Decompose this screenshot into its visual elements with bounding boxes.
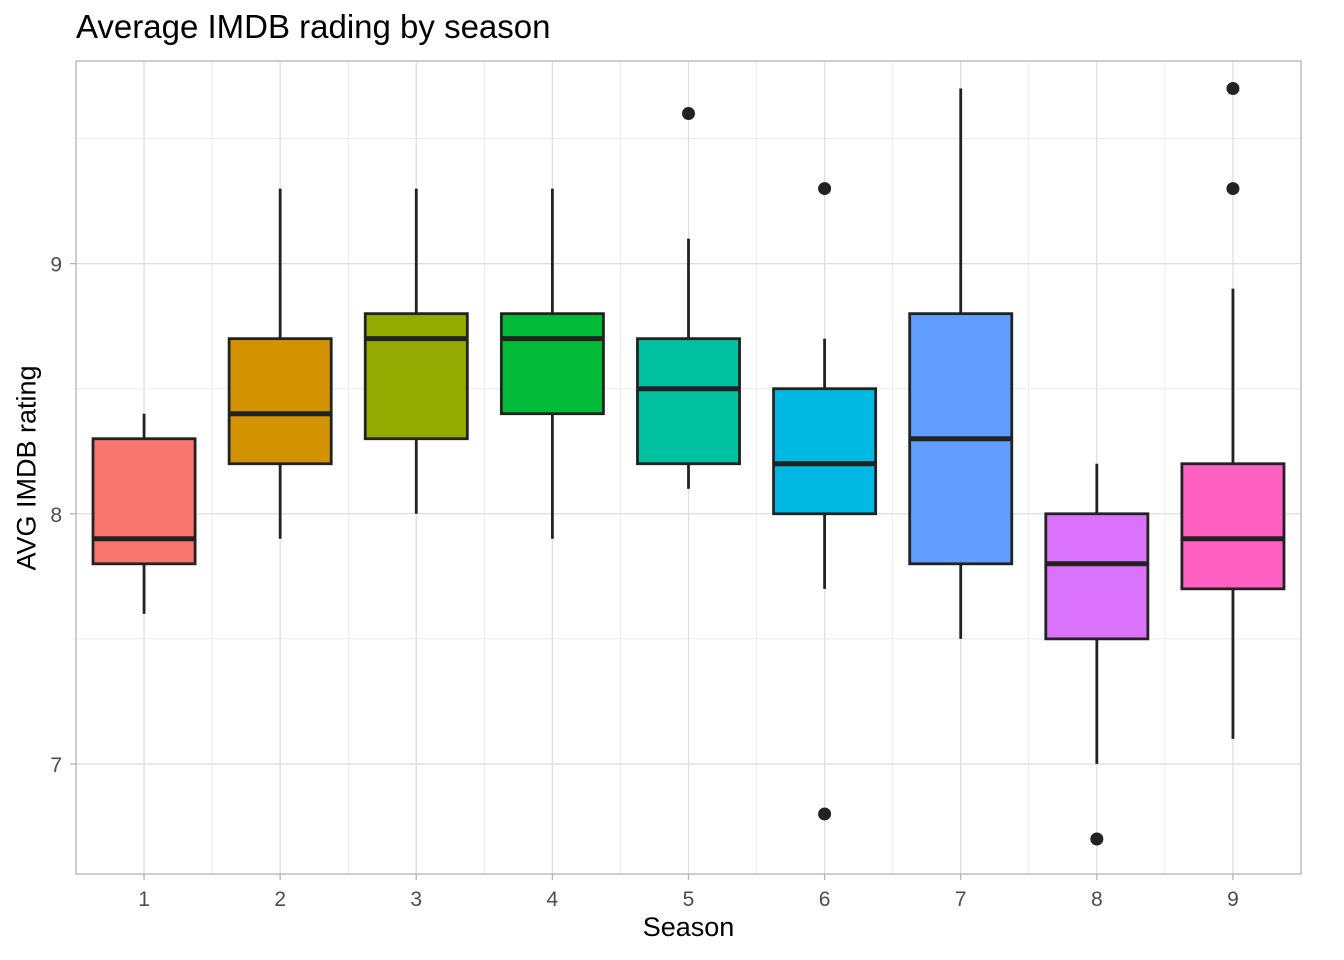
x-axis-label: Season [642, 912, 735, 942]
box-season-5 [636, 337, 741, 466]
box-season-9 [1180, 462, 1286, 591]
box-season-8 [1044, 512, 1150, 641]
outlier-season-9 [1226, 82, 1240, 96]
outlier-season-8 [1090, 832, 1104, 846]
outlier-season-6 [818, 807, 832, 821]
box-season-4 [499, 312, 605, 416]
y-tick-label: 9 [50, 254, 62, 277]
x-tick-label: 4 [547, 888, 559, 911]
x-tick-label: 7 [955, 888, 967, 911]
box-season-1 [91, 437, 197, 566]
outlier-season-6 [818, 182, 832, 196]
x-tick-label: 2 [274, 888, 286, 911]
y-axis-label: AVG IMDB rating [11, 365, 42, 571]
box-season-6 [772, 387, 878, 516]
x-tick-label: 3 [410, 888, 422, 911]
x-tick-label: 9 [1227, 888, 1239, 911]
x-tick-label: 6 [819, 888, 831, 911]
y-tick-label: 7 [50, 754, 62, 777]
x-tick-label: 5 [683, 888, 695, 911]
x-tick-label: 1 [138, 888, 150, 911]
outlier-season-9 [1226, 182, 1240, 196]
x-tick-label: 8 [1091, 888, 1103, 911]
outlier-season-5 [682, 107, 695, 121]
y-tick-label: 8 [50, 504, 62, 527]
box-season-3 [363, 312, 469, 441]
box-season-2 [227, 337, 333, 466]
chart-title: Average IMDB rading by season [76, 8, 551, 45]
